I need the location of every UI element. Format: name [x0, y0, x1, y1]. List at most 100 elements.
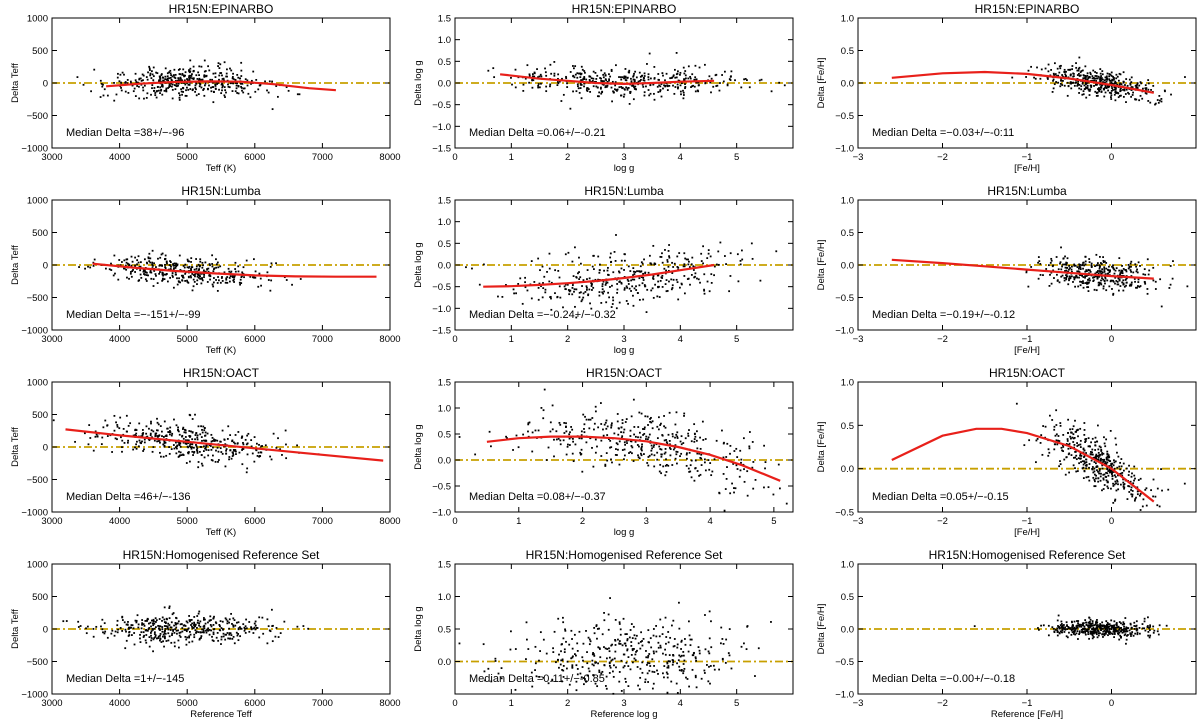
- data-point: [232, 635, 235, 638]
- data-point: [1072, 281, 1074, 283]
- data-point: [178, 73, 181, 75]
- x-tick-label: 4000: [109, 152, 130, 163]
- data-point: [533, 281, 536, 283]
- data-point: [157, 80, 160, 83]
- data-point: [586, 662, 589, 665]
- data-point: [1113, 467, 1116, 470]
- data-point: [733, 450, 736, 452]
- data-point: [501, 295, 504, 298]
- data-point: [624, 644, 627, 647]
- data-point: [233, 281, 235, 283]
- data-point: [698, 649, 701, 652]
- data-point: [775, 250, 778, 253]
- data-point: [178, 443, 181, 446]
- data-point: [211, 254, 214, 257]
- data-point: [88, 424, 91, 426]
- data-point: [500, 677, 503, 680]
- data-point: [162, 79, 165, 82]
- data-point: [239, 278, 242, 281]
- data-point: [763, 486, 765, 489]
- data-point: [204, 270, 207, 273]
- data-point: [751, 466, 754, 469]
- data-point: [1156, 487, 1159, 490]
- data-point: [717, 250, 720, 253]
- data-point: [1119, 272, 1122, 275]
- data-point: [223, 61, 226, 64]
- data-point: [577, 87, 580, 90]
- data-point: [221, 452, 224, 455]
- data-point: [534, 429, 537, 432]
- data-point: [666, 676, 669, 679]
- data-point: [112, 274, 115, 277]
- data-point: [1111, 78, 1114, 81]
- data-point: [133, 643, 136, 646]
- data-point: [1053, 448, 1056, 451]
- data-point: [703, 288, 705, 291]
- data-point: [510, 76, 512, 79]
- data-point: [224, 89, 227, 92]
- data-point: [116, 424, 119, 426]
- data-point: [648, 669, 651, 672]
- y-axis-label: Delta log g: [413, 242, 424, 287]
- data-point: [1082, 267, 1084, 270]
- data-point: [1128, 92, 1130, 95]
- data-point: [204, 447, 206, 450]
- data-point: [1081, 263, 1084, 266]
- data-point: [618, 280, 621, 283]
- data-point: [1139, 509, 1142, 511]
- y-tick-label: 0: [43, 443, 48, 454]
- data-point: [1075, 81, 1078, 84]
- data-point: [682, 670, 685, 672]
- data-point: [151, 619, 153, 622]
- data-point: [658, 470, 661, 473]
- data-point: [172, 612, 175, 614]
- data-point: [668, 244, 670, 246]
- data-point: [571, 428, 574, 431]
- data-point: [1110, 92, 1113, 94]
- data-point: [116, 76, 119, 79]
- data-point: [1112, 266, 1114, 269]
- y-tick-label: −500: [27, 293, 48, 304]
- data-point: [182, 265, 185, 267]
- data-point: [1141, 505, 1144, 508]
- data-point: [167, 79, 170, 82]
- data-point: [588, 79, 591, 81]
- data-point: [1103, 270, 1106, 272]
- data-point: [659, 618, 662, 621]
- data-point: [190, 257, 193, 260]
- data-point: [177, 639, 180, 642]
- data-point: [1105, 267, 1108, 270]
- data-point: [696, 447, 699, 450]
- data-point: [671, 272, 674, 274]
- data-point: [544, 288, 547, 291]
- data-point: [1089, 279, 1091, 282]
- data-point: [228, 277, 231, 279]
- x-tick-label: 4: [678, 698, 683, 709]
- data-point: [1111, 288, 1113, 290]
- data-point: [1152, 279, 1155, 282]
- data-point: [1066, 257, 1069, 260]
- data-point: [584, 680, 587, 683]
- data-point: [1103, 484, 1106, 486]
- data-point: [675, 453, 678, 456]
- data-point: [208, 444, 211, 447]
- data-point: [660, 448, 663, 451]
- data-point: [154, 433, 157, 436]
- data-point: [183, 79, 186, 82]
- data-point: [225, 91, 227, 94]
- data-point: [1098, 472, 1101, 475]
- data-point: [1130, 489, 1132, 491]
- data-point: [261, 616, 264, 619]
- data-point: [600, 302, 603, 304]
- data-point: [1137, 261, 1140, 264]
- data-point: [220, 83, 223, 86]
- data-point: [701, 420, 704, 423]
- data-point: [1067, 453, 1070, 456]
- data-point: [722, 642, 725, 645]
- data-point: [190, 276, 192, 279]
- data-point: [592, 70, 595, 73]
- data-point: [672, 74, 675, 77]
- data-point: [172, 444, 175, 446]
- data-point: [159, 75, 162, 78]
- data-point: [630, 77, 632, 80]
